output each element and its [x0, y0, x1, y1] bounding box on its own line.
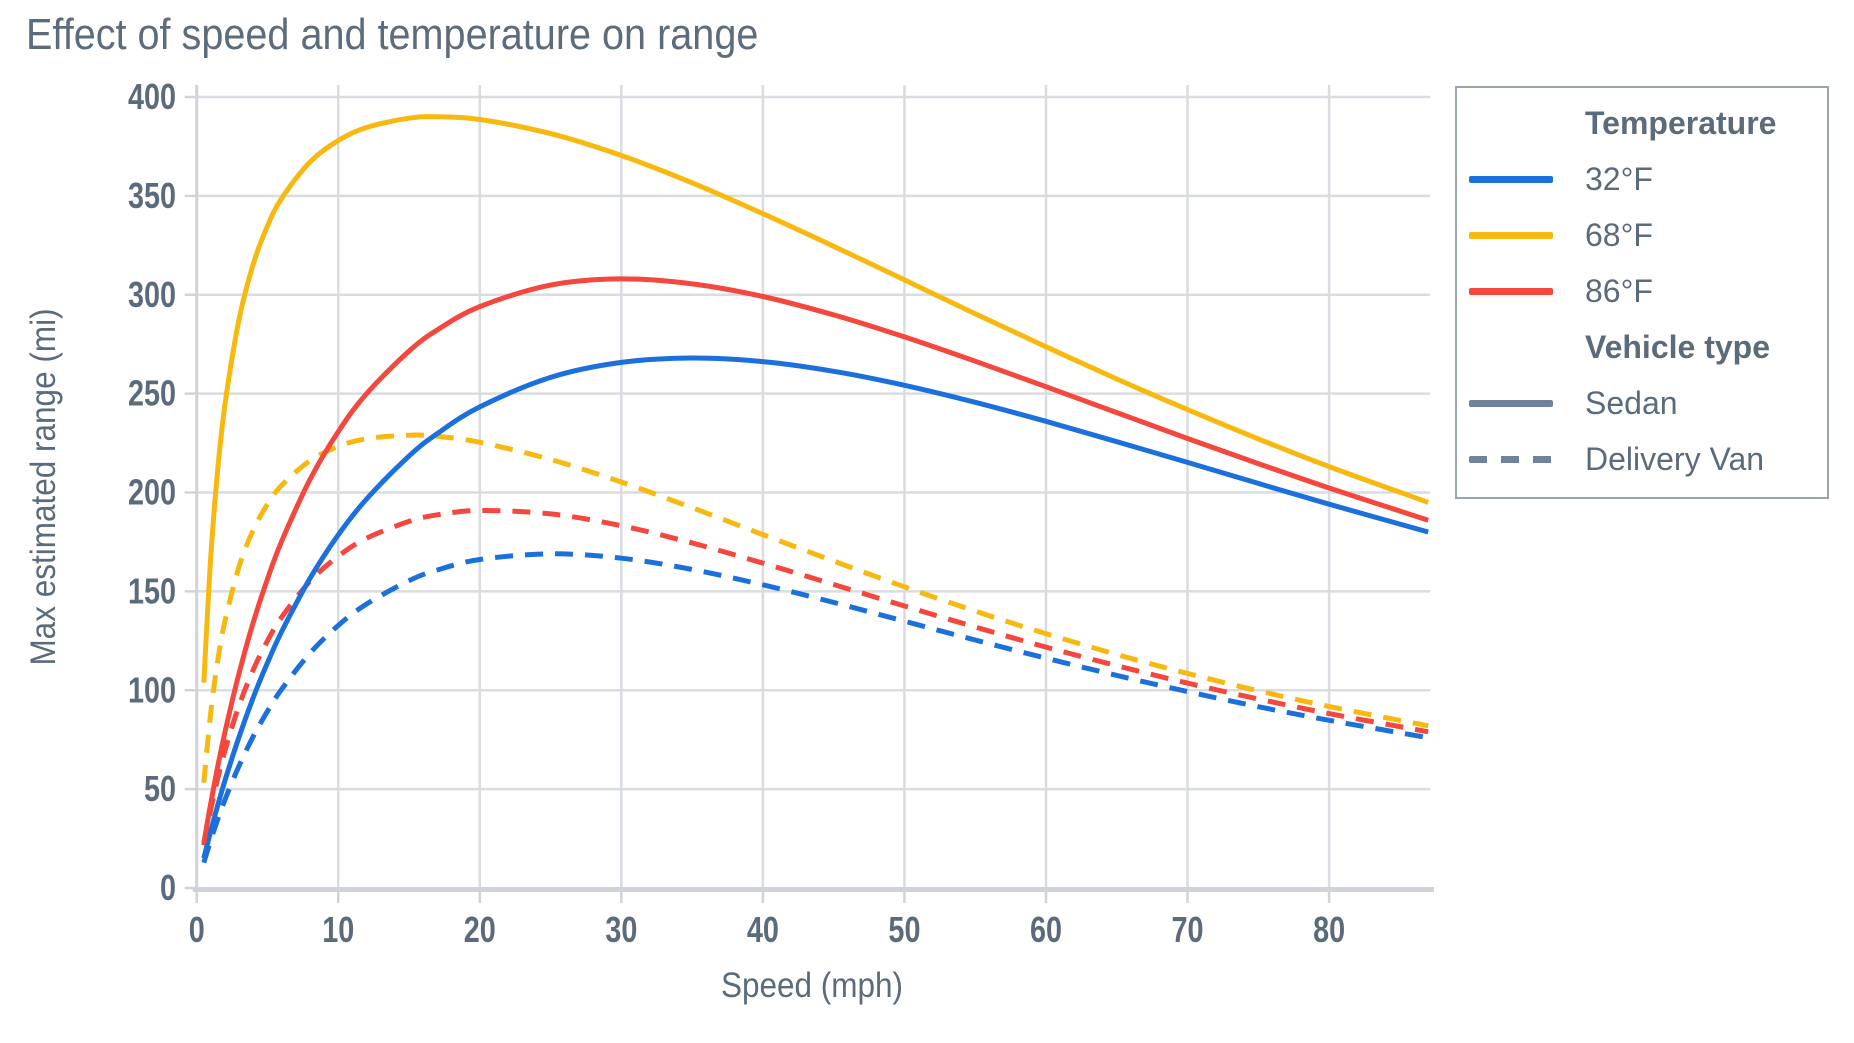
y-tick-label-0: 0 [160, 867, 176, 908]
y-tick-label-350: 350 [128, 175, 176, 216]
legend-item-sedan-label: Sedan [1585, 384, 1678, 421]
legend-header-temperature-label: Temperature [1585, 104, 1777, 141]
legend-item-68f-label: 68°F [1585, 216, 1653, 253]
legend-swatch-sedan [1469, 399, 1553, 407]
y-tick-label-250: 250 [128, 372, 176, 413]
x-axis-label: Speed (mph) [720, 966, 904, 1005]
x-tick-label-80: 80 [1313, 909, 1345, 950]
legend-swatch-delivery-van [1469, 455, 1553, 463]
legend-item-32f-label: 32°F [1585, 160, 1653, 197]
y-tick-label-300: 300 [128, 274, 176, 315]
x-tick-label-10: 10 [322, 909, 354, 950]
legend-item-86f: 86°F [1457, 263, 1827, 319]
series-line-32-f-sedan [201, 355, 1429, 859]
legend-header-vehicle-type: Vehicle type [1457, 319, 1827, 375]
x-tick-label-70: 70 [1172, 909, 1204, 950]
legend-item-delivery-van-label: Delivery Van [1585, 440, 1765, 477]
x-tick-label-60: 60 [1030, 909, 1062, 950]
legend-item-68f: 68°F [1457, 207, 1827, 263]
series-line-32-f-delivery-van [201, 551, 1429, 864]
legend-swatch-32f [1469, 175, 1553, 183]
legend-item-delivery-van: Delivery Van [1457, 431, 1827, 487]
y-tick-label-200: 200 [128, 471, 176, 512]
y-axis-label: Max estimated range (mi) [24, 308, 63, 666]
x-tick-label-40: 40 [747, 909, 779, 950]
series-line-68-f-delivery-van [201, 432, 1429, 783]
legend-item-86f-label: 86°F [1585, 272, 1653, 309]
legend: Temperature 32°F 68°F 86°F Vehicle type … [1455, 86, 1829, 499]
x-tick-label-0: 0 [189, 909, 205, 950]
y-tick-label-400: 400 [128, 76, 176, 117]
legend-header-temperature: Temperature [1457, 95, 1827, 151]
y-tick-label-100: 100 [128, 669, 176, 710]
series-line-68-f-sedan [201, 114, 1430, 683]
legend-swatch-86f [1469, 287, 1553, 295]
x-tick-label-50: 50 [888, 909, 920, 950]
series-line-86-f-delivery-van [201, 507, 1429, 846]
x-tick-label-30: 30 [605, 909, 637, 950]
legend-item-sedan: Sedan [1457, 375, 1827, 431]
legend-item-32f: 32°F [1457, 151, 1827, 207]
legend-swatch-68f [1469, 231, 1553, 239]
series-line-86-f-sedan [201, 276, 1429, 844]
y-tick-label-50: 50 [144, 768, 176, 809]
y-tick-label-150: 150 [128, 570, 176, 611]
legend-header-vehicle-type-label: Vehicle type [1585, 328, 1770, 365]
chart-title: Effect of speed and temperature on range [26, 10, 759, 59]
x-tick-label-20: 20 [464, 909, 496, 950]
